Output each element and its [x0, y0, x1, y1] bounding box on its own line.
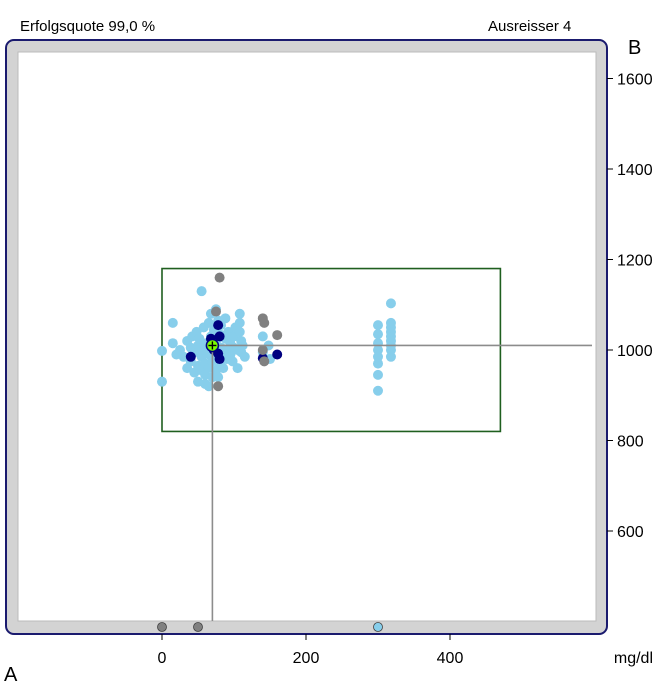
- y-tick-label: 1200: [617, 253, 653, 270]
- x-unit-label: mg/dl: [614, 650, 653, 667]
- x-tick-label: 200: [293, 650, 320, 667]
- data-point: [203, 381, 214, 392]
- data-point: [213, 372, 224, 383]
- data-point: [214, 331, 225, 342]
- data-point: [373, 329, 383, 340]
- data-point: [234, 308, 245, 319]
- data-point: [218, 363, 229, 374]
- data-point: [220, 313, 231, 324]
- y-tick-label: 600: [617, 524, 644, 541]
- y-axis-name: B: [628, 37, 642, 59]
- data-point: [234, 317, 245, 328]
- edge-outlier-point: [157, 622, 167, 632]
- y-tick-label: 1400: [617, 162, 653, 179]
- data-point: [214, 354, 225, 365]
- data-point: [234, 326, 245, 337]
- success-rate-label: Erfolgsquote 99,0 %: [20, 18, 156, 35]
- data-point: [257, 331, 268, 342]
- data-point: [178, 351, 189, 362]
- data-point: [259, 356, 270, 367]
- outlier-count-label: Ausreisser 4: [488, 18, 572, 35]
- y-tick-label: 1000: [617, 343, 653, 360]
- data-point: [373, 385, 383, 396]
- data-point: [194, 333, 205, 344]
- plot-area: [17, 51, 597, 622]
- data-point: [196, 286, 207, 297]
- data-point: [157, 376, 167, 387]
- data-point: [157, 345, 167, 356]
- data-point: [272, 349, 283, 360]
- data-point: [272, 330, 283, 341]
- data-point: [373, 338, 383, 349]
- data-point: [232, 363, 243, 374]
- edge-outlier-point: [373, 622, 383, 632]
- data-point: [167, 317, 178, 328]
- y-tick-label: 800: [617, 434, 644, 451]
- data-point: [211, 306, 221, 317]
- y-tick-label: 1600: [617, 72, 653, 89]
- data-point: [373, 369, 383, 380]
- data-point: [185, 351, 196, 362]
- data-point: [373, 320, 383, 331]
- data-point: [257, 345, 268, 355]
- x-tick-label: 400: [437, 650, 464, 667]
- data-point: [385, 298, 396, 309]
- x-tick-label: 0: [158, 650, 167, 667]
- data-point: [167, 338, 178, 349]
- data-point: [213, 381, 224, 392]
- data-point: [259, 317, 270, 328]
- data-point: [214, 272, 225, 283]
- edge-outlier-point: [193, 622, 203, 632]
- data-point: [213, 320, 224, 331]
- data-point: [239, 351, 250, 362]
- data-point: [385, 317, 396, 328]
